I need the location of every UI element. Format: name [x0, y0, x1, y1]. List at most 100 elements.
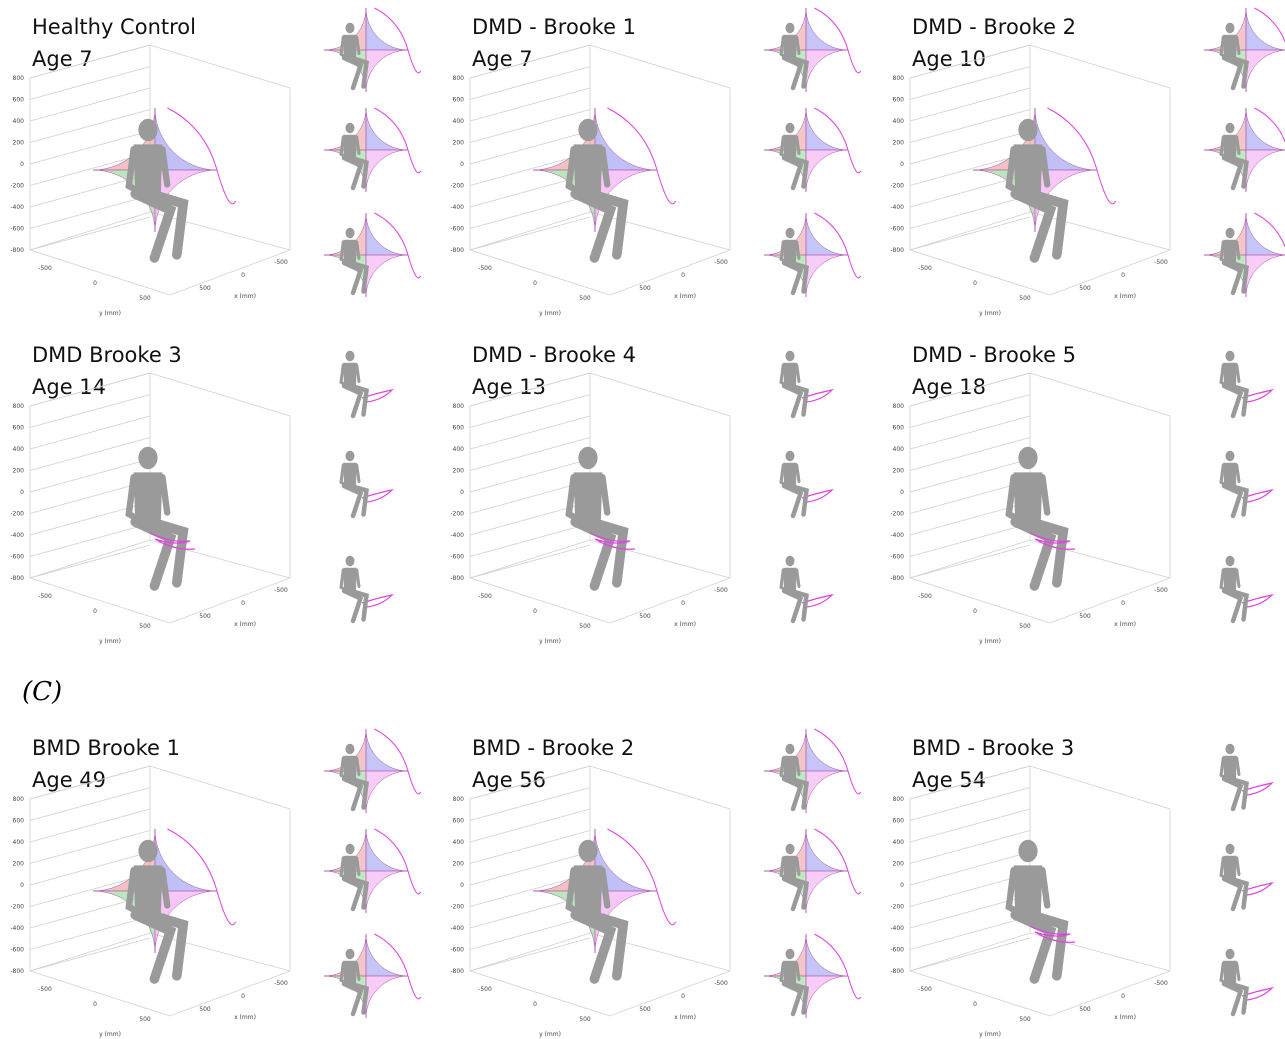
- x-tick-label: -500: [714, 259, 728, 266]
- grid-line: [470, 67, 590, 100]
- x-axis-label: x (mm): [674, 621, 696, 628]
- grid-line: [30, 809, 150, 842]
- grid-line: [30, 416, 150, 449]
- z-tick-label: -600: [10, 226, 24, 233]
- x-tick-label: 0: [1121, 272, 1125, 279]
- figure-body: [134, 472, 163, 522]
- panel-title: DMD - Brooke 4: [472, 343, 636, 367]
- z-tick-label: 600: [13, 425, 25, 432]
- figure-head: [1018, 840, 1037, 862]
- grid-line: [910, 438, 1030, 471]
- reach-quadrant: [806, 213, 848, 255]
- z-tick-label: -800: [10, 247, 24, 254]
- panel: BMD - Brooke 2Age 568006004002000-200-40…: [450, 729, 860, 1038]
- figure-body: [343, 35, 357, 58]
- z-tick-label: 400: [893, 446, 905, 453]
- figure-head: [1226, 844, 1235, 855]
- y-tick-label: 500: [579, 1016, 591, 1023]
- figure: (C) Healthy ControlAge 78006004002000-20…: [0, 0, 1285, 1039]
- figure-body: [1223, 961, 1237, 984]
- reach-quadrant: [806, 934, 848, 976]
- x-tick-label: 0: [1121, 993, 1125, 1000]
- y-axis-label: y (mm): [99, 1031, 121, 1038]
- panel: DMD - Brooke 5Age 188006004002000-200-40…: [890, 343, 1272, 645]
- x-tick-label: 500: [199, 285, 211, 292]
- grid-line: [910, 217, 1030, 250]
- z-tick-label: 600: [893, 97, 905, 104]
- grid-line: [470, 438, 590, 471]
- figure-head: [1226, 451, 1235, 462]
- reach-quadrant: [366, 934, 408, 976]
- z-tick-label: 800: [453, 796, 465, 803]
- figure-head: [786, 556, 795, 567]
- panel: Healthy ControlAge 78006004002000-200-40…: [10, 8, 420, 317]
- panel-title: DMD - Brooke 1: [472, 15, 636, 39]
- figure-head: [786, 228, 795, 239]
- figure-body: [783, 756, 797, 779]
- panel-title: BMD - Brooke 2: [472, 736, 634, 760]
- grid-line: [470, 416, 590, 449]
- z-tick-label: -200: [450, 511, 464, 518]
- x-tick-label: 0: [681, 272, 685, 279]
- x-axis-label: x (mm): [1114, 621, 1136, 628]
- y-axis-label: y (mm): [979, 310, 1001, 317]
- z-tick-label: 200: [893, 140, 905, 147]
- reach-quadrant: [806, 50, 848, 92]
- panel: BMD - Brooke 3Age 548006004002000-200-40…: [890, 736, 1272, 1038]
- x-tick-label: 500: [1079, 285, 1091, 292]
- reach-quadrant: [806, 8, 848, 50]
- y-tick-label: 0: [533, 280, 537, 287]
- grid-line: [910, 88, 1030, 121]
- x-tick-label: 500: [199, 1006, 211, 1013]
- y-tick-label: 0: [973, 608, 977, 615]
- grid-line: [30, 196, 150, 229]
- figure-head: [138, 447, 157, 469]
- z-tick-label: 0: [900, 489, 904, 496]
- x-tick-label: -500: [714, 587, 728, 594]
- panel-title: DMD Brooke 3: [32, 343, 182, 367]
- y-axis-label: y (mm): [539, 310, 561, 317]
- z-tick-label: 0: [460, 882, 464, 889]
- grid-line: [470, 831, 590, 864]
- grid-line: [30, 831, 150, 864]
- y-tick-label: 500: [1019, 623, 1031, 630]
- x-axis-label: x (mm): [674, 1014, 696, 1021]
- z-tick-label: 400: [13, 839, 25, 846]
- x-tick-label: 0: [241, 600, 245, 607]
- reach-quadrant: [366, 871, 408, 913]
- grid-line: [470, 917, 590, 950]
- figure-body: [1223, 463, 1237, 486]
- reach-quadrant: [1246, 150, 1285, 192]
- y-tick-label: -500: [38, 265, 52, 272]
- grid-line: [30, 110, 150, 143]
- z-tick-label: 600: [13, 818, 25, 825]
- panel: DMD Brooke 3Age 148006004002000-200-400-…: [10, 343, 392, 645]
- z-tick-label: -800: [450, 968, 464, 975]
- z-tick-label: 200: [453, 468, 465, 475]
- figure-body: [783, 135, 797, 158]
- grid-line: [470, 110, 590, 143]
- grid-line: [30, 217, 150, 250]
- figure-body: [783, 463, 797, 486]
- x-tick-label: -500: [1154, 587, 1168, 594]
- figure-head: [1226, 744, 1235, 755]
- figure-head: [786, 451, 795, 462]
- figure-head: [1226, 351, 1235, 362]
- reach-quadrant: [366, 829, 408, 871]
- reach-quadrant: [806, 829, 848, 871]
- figure-body: [1014, 472, 1043, 522]
- reach-quadrant: [366, 255, 408, 297]
- panel-title: DMD - Brooke 5: [912, 343, 1076, 367]
- z-tick-label: 800: [893, 796, 905, 803]
- reach-quadrant: [806, 976, 848, 1018]
- z-tick-label: 600: [453, 818, 465, 825]
- reach-quadrant: [366, 729, 408, 771]
- z-tick-label: 800: [453, 75, 465, 82]
- x-axis-label: x (mm): [234, 1014, 256, 1021]
- grid-line: [470, 217, 590, 250]
- grid-line: [910, 831, 1030, 864]
- figure-head: [786, 23, 795, 34]
- figure-body: [1223, 35, 1237, 58]
- panel-title: BMD Brooke 1: [32, 736, 180, 760]
- y-axis-label: y (mm): [99, 638, 121, 645]
